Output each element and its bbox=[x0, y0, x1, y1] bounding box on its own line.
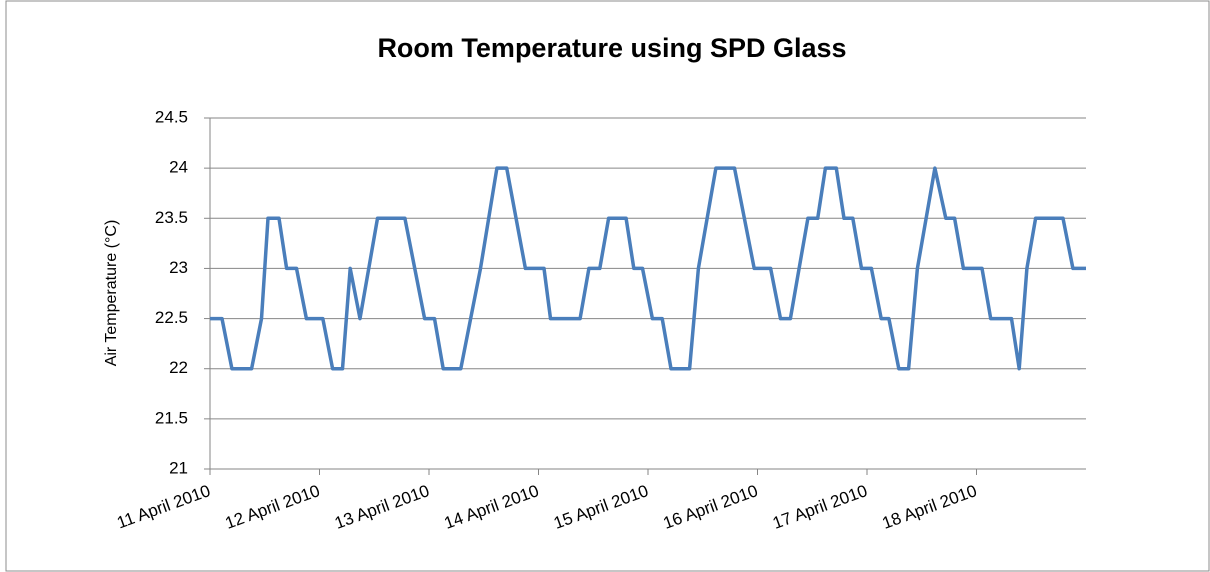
series-line bbox=[210, 166, 1086, 371]
y-tick-label: 22 bbox=[169, 358, 188, 377]
y-tick-label: 21 bbox=[169, 458, 188, 477]
y-tick-label: 23.5 bbox=[155, 208, 188, 227]
y-tick-label: 24 bbox=[169, 158, 188, 177]
chart-frame bbox=[5, 0, 1210, 572]
y-tick-label: 23 bbox=[169, 258, 188, 277]
chart-title: Room Temperature using SPD Glass bbox=[377, 33, 846, 63]
y-tick-label: 24.5 bbox=[155, 107, 188, 126]
y-tick-label: 21.5 bbox=[155, 408, 188, 427]
y-tick-label: 22.5 bbox=[155, 308, 188, 327]
y-axis-title: Air Temperature (°C) bbox=[103, 220, 120, 367]
